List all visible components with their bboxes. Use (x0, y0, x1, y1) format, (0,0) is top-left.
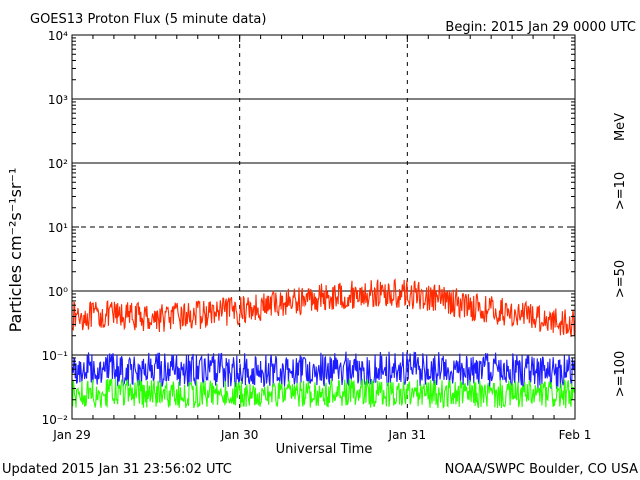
x-tick-label: Jan 31 (388, 428, 427, 442)
x-axis-label: Universal Time (276, 442, 373, 457)
legend-ge100: >=100 (613, 351, 628, 398)
y-axis-label: Particles cm⁻²s⁻¹sr⁻¹ (6, 168, 25, 333)
y-tick-label: 10⁴ (48, 29, 68, 43)
y-tick-label: 10⁻² (42, 413, 69, 427)
axes (71, 34, 576, 420)
legend-ge50: >=50 (613, 260, 628, 298)
series-line-ge50 (71, 351, 576, 389)
credit: NOAA/SWPC Boulder, CO USA (445, 462, 638, 477)
legend-ge10: >=10 (613, 172, 628, 210)
y-tick-label: 10² (48, 157, 68, 171)
y-tick-labels: 10⁻² 10⁻¹ 10⁰ 10¹ 10² 10³ 10⁴ (42, 29, 69, 427)
y-tick-label: 10⁻¹ (42, 349, 69, 363)
grid (72, 35, 575, 419)
x-tick-label: Jan 30 (220, 428, 259, 442)
y-tick-label: 10¹ (48, 221, 68, 235)
series-group (71, 278, 576, 409)
x-tick-labels: Jan 29 Jan 30 Jan 31 Feb 1 (52, 428, 591, 442)
chart-title: GOES13 Proton Flux (5 minute data) (30, 12, 266, 27)
series-line-ge100 (71, 378, 576, 409)
x-tick-label: Jan 29 (52, 428, 91, 442)
legend-unit: MeV (613, 113, 628, 141)
y-tick-label: 10⁰ (48, 285, 68, 299)
updated-time: Updated 2015 Jan 31 23:56:02 UTC (2, 462, 232, 477)
series-line-ge10 (71, 278, 576, 337)
y-tick-label: 10³ (48, 93, 68, 107)
x-tick-label: Feb 1 (559, 428, 592, 442)
begin-time: Begin: 2015 Jan 29 0000 UTC (445, 20, 636, 35)
